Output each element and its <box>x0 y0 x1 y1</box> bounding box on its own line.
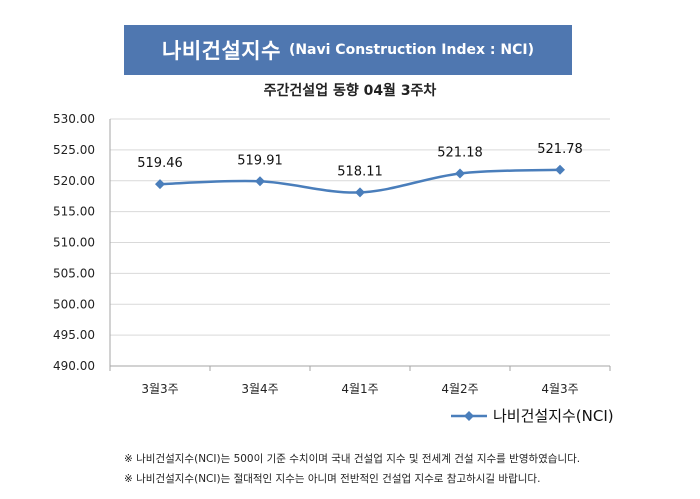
x-tick-label: 4월2주 <box>441 382 478 396</box>
y-tick-label: 525.00 <box>53 143 95 157</box>
x-tick-label: 3월4주 <box>241 382 278 396</box>
footnote-2: ※ 나비건설지수(NCI)는 절대적인 지수는 아니며 전반적인 건설업 지수로… <box>124 473 541 485</box>
chart-legend: 나비건설지수(NCI) <box>451 405 614 426</box>
data-point-marker <box>255 176 265 187</box>
data-point-marker <box>155 179 165 190</box>
x-tick-label: 3월3주 <box>141 382 178 396</box>
y-tick-label: 490.00 <box>53 359 95 373</box>
legend-line-diamond-icon <box>451 410 487 421</box>
y-tick-label: 520.00 <box>53 174 95 188</box>
header-subtitle: (Navi Construction Index : NCI) <box>288 42 534 58</box>
y-tick-label: 500.00 <box>53 297 95 311</box>
header-title: 나비건설지수 <box>162 39 281 63</box>
data-point-marker <box>355 187 365 198</box>
y-tick-label: 495.00 <box>53 328 95 342</box>
x-tick-label: 4월3주 <box>541 382 578 396</box>
footnote-1: ※ 나비건설지수(NCI)는 500이 기준 수치이며 국내 건설업 지수 및 … <box>124 453 581 465</box>
chart-header-banner: 나비건설지수 (Navi Construction Index : NCI) <box>124 25 572 75</box>
legend-label: 나비건설지수(NCI) <box>493 407 614 425</box>
data-label: 518.11 <box>337 164 383 179</box>
y-tick-label: 510.00 <box>53 236 95 250</box>
y-tick-label: 515.00 <box>53 205 95 219</box>
data-label: 519.91 <box>237 153 283 168</box>
data-label: 521.78 <box>537 142 583 157</box>
x-tick-label: 4월1주 <box>341 382 378 396</box>
data-point-marker <box>555 164 565 175</box>
y-tick-label: 530.00 <box>53 112 95 126</box>
data-label: 521.18 <box>437 145 483 160</box>
y-tick-label: 505.00 <box>53 266 95 280</box>
data-point-marker <box>455 168 465 179</box>
chart-subtitle: 주간건설업 동향 04월 3주차 <box>263 83 437 99</box>
data-label: 519.46 <box>137 156 183 171</box>
